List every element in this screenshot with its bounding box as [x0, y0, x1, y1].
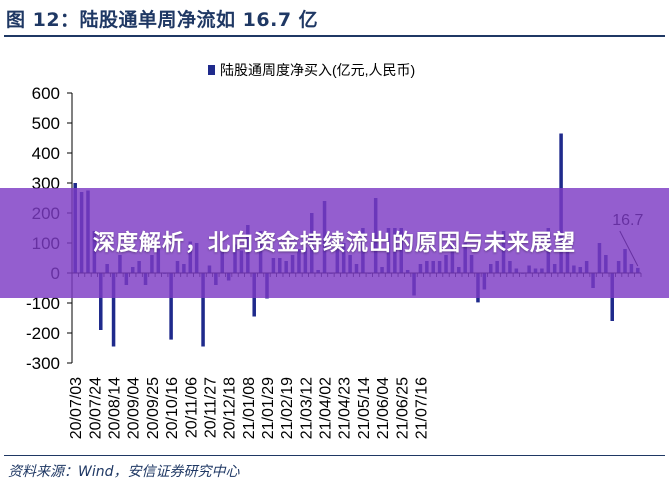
bar — [111, 273, 116, 347]
chart-legend: 陆股通周度净买入(亿元,人民币) — [208, 62, 415, 78]
x-tick-label: 21/01/29 — [260, 377, 277, 439]
x-tick-label: 20/07/24 — [87, 377, 104, 439]
headline-banner: 深度解析，北向资金持续流出的原因与未来展望 — [0, 188, 669, 298]
x-tick-label: 20/11/06 — [183, 377, 200, 438]
bar — [201, 273, 205, 347]
y-tick-label: -200 — [26, 324, 60, 343]
x-tick-label: 21/05/14 — [356, 377, 373, 439]
x-tick-label: 20/09/25 — [145, 377, 162, 439]
y-tick-label: 400 — [32, 144, 60, 163]
legend-label: 陆股通周度净买入(亿元,人民币) — [220, 62, 415, 78]
x-tick-label: 21/04/02 — [318, 377, 335, 439]
x-tick-label: 21/04/23 — [337, 377, 354, 439]
x-tick-label: 20/09/04 — [126, 377, 143, 439]
title-divider — [4, 35, 665, 37]
source-divider — [4, 455, 665, 456]
x-tick-label: 20/07/03 — [68, 377, 85, 439]
y-tick-label: -300 — [26, 354, 60, 373]
y-tick-label: 500 — [32, 114, 60, 133]
x-tick-label: 21/06/04 — [375, 377, 392, 439]
y-tick-label: 600 — [32, 84, 60, 103]
x-tick-label: 20/12/18 — [222, 377, 239, 439]
x-tick-label: 20/08/14 — [107, 377, 124, 439]
x-tick-label: 20/10/16 — [164, 377, 181, 439]
x-tick-label: 21/02/19 — [279, 377, 296, 439]
y-tick-label: -100 — [26, 294, 60, 313]
banner-headline: 深度解析，北向资金持续流出的原因与未来展望 — [92, 230, 576, 256]
x-tick-label: 21/06/25 — [394, 377, 411, 439]
bar — [99, 273, 103, 330]
source-note: 资料来源：Wind，安信证券研究中心 — [8, 464, 240, 480]
legend-swatch — [208, 65, 215, 75]
x-tick-label: 20/11/27 — [202, 377, 219, 438]
x-tick-label: 21/01/08 — [241, 377, 258, 439]
x-tick-label: 21/07/16 — [413, 377, 430, 439]
figure-title: 图 12：陆股通单周净流如 16.7 亿 — [6, 9, 319, 31]
x-tick-label: 21/03/12 — [298, 377, 315, 439]
bar — [169, 273, 173, 340]
